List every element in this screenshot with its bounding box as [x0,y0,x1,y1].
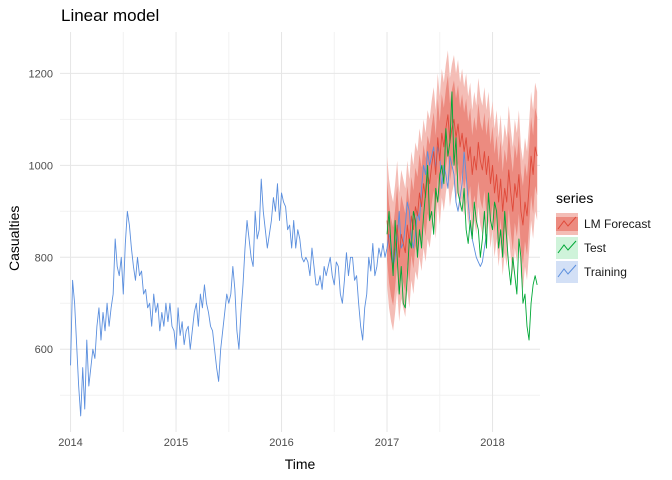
grid-minor [60,32,540,432]
x-tick-2018: 2018 [480,437,504,449]
series-lines [70,91,538,417]
legend-label-training: Training [584,265,627,279]
legend-label-lm-forecast: LM Forecast [584,217,651,231]
x-axis-label: Time [284,456,316,472]
legend-key-training [556,261,578,283]
y-tick-600: 600 [35,344,53,356]
legend-item-training: Training [556,260,651,284]
y-tick-800: 800 [35,252,53,264]
y-tick-1000: 1000 [29,160,53,172]
legend-label-test: Test [584,241,607,255]
legend-item-lm-forecast: LM Forecast [556,212,651,236]
grid-major [60,32,540,432]
series-line-lm-forecast [386,114,538,267]
x-tick-2014: 2014 [58,437,82,449]
chart-title: Linear model [61,6,160,25]
legend: series LM Forecast Test Training [556,190,651,284]
x-tick-2017: 2017 [375,437,399,449]
legend-key-lm-forecast [556,213,578,235]
y-tick-1200: 1200 [29,68,53,80]
legend-item-test: Test [556,236,651,260]
series-line-test [386,91,538,341]
x-tick-labels: 2014 2015 2016 2017 2018 [58,437,504,449]
forecast-band-95 [387,50,538,331]
y-tick-labels: 600 800 1000 1200 [29,68,53,356]
legend-key-test [556,237,578,259]
x-tick-2016: 2016 [269,437,293,449]
legend-title: series [556,190,594,206]
x-tick-2015: 2015 [164,437,188,449]
